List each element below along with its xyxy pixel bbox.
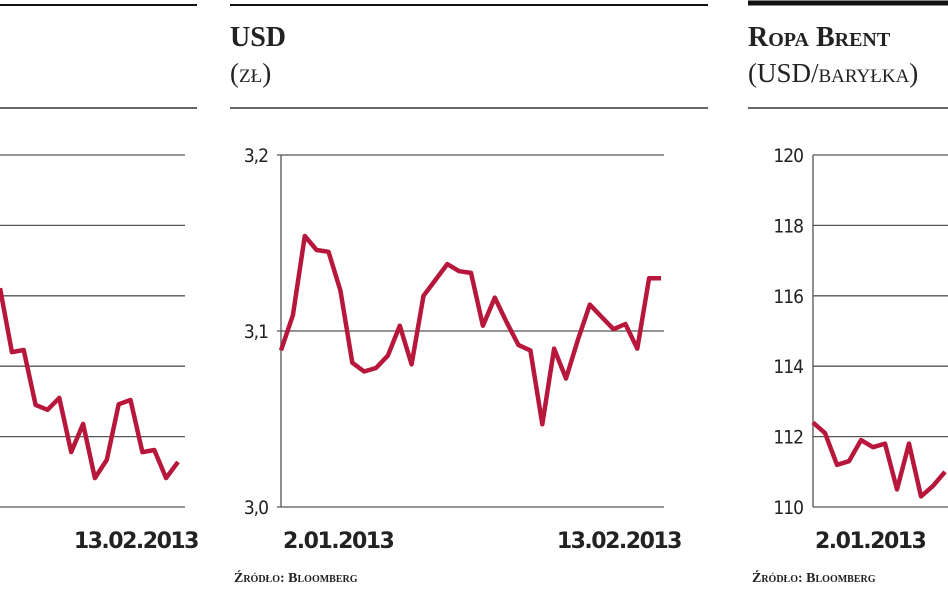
y-tick-label: 118: [773, 215, 803, 237]
y-tick-label: 3,0: [244, 497, 268, 519]
y-tick-label: 116: [773, 286, 803, 308]
data-line: [811, 420, 947, 499]
panel-subtitle: (USD/baryłka): [748, 58, 918, 88]
panel-title: Ropa Brent: [748, 22, 891, 53]
y-tick-label: 3,2: [244, 145, 268, 167]
y-tick-label: 114: [773, 356, 803, 378]
data-line: [0, 287, 180, 481]
x-tick-label: 2.01.2013: [815, 529, 926, 554]
y-tick-label: 112: [773, 427, 803, 449]
x-tick-label: 2.01.2013: [283, 529, 394, 554]
panel-title: USD: [230, 22, 286, 53]
source-note: Źródło: Bloomberg: [234, 569, 358, 586]
y-tick-label: 110: [773, 497, 803, 519]
data-line: [278, 233, 661, 427]
y-tick-label: 120: [773, 145, 803, 167]
x-tick-label: 13.02.2013: [74, 529, 198, 554]
x-tick-label: 13.02.2013: [557, 529, 681, 554]
y-tick-label: 3,1: [244, 321, 268, 343]
panel-subtitle: (zł): [230, 58, 271, 88]
source-note: Źródło: Bloomberg: [752, 569, 876, 586]
